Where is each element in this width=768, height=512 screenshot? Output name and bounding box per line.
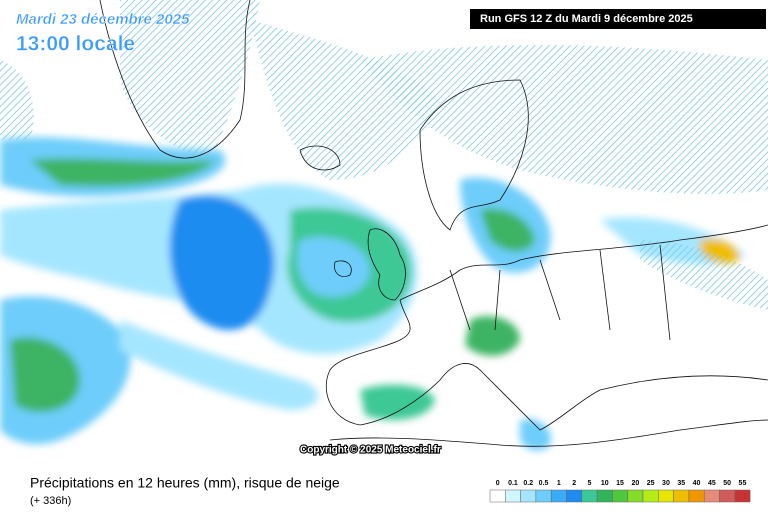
- coastline: [299, 145, 341, 171]
- legend-label: 0: [496, 480, 500, 487]
- legend: 0 0.1 0.2 0.5 1 2 5 10 15 20 25 30 35 40 45 50 55: [489, 480, 751, 503]
- legend-label: 2: [572, 480, 576, 487]
- forecast-time: 13:00 locale: [16, 33, 135, 56]
- legend-swatch: [505, 489, 521, 503]
- run-banner: [470, 9, 766, 29]
- legend-swatch: [673, 489, 690, 503]
- border: [449, 244, 671, 341]
- coastline: [419, 79, 529, 231]
- legend-swatch: [489, 489, 506, 503]
- footer-title: Précipitations en 12 heures (mm), risque…: [30, 475, 340, 491]
- forecast-lead: (+ 336h): [30, 495, 71, 507]
- legend-swatch: [520, 489, 537, 503]
- coastline: [333, 260, 352, 277]
- precipitation-field: [0, 137, 745, 451]
- legend-swatch: [627, 489, 644, 503]
- legend-swatch: [734, 489, 751, 503]
- precip-area: [120, 320, 319, 410]
- legend-label: 50: [723, 480, 731, 487]
- snow-risk-hatching: [0, 0, 768, 310]
- coastline: [367, 228, 406, 301]
- legend-label: 35: [677, 480, 685, 487]
- precip-area: [30, 158, 215, 187]
- precip-area: [10, 337, 80, 412]
- legend-swatch: [550, 489, 567, 503]
- legend-swatch: [581, 489, 598, 503]
- legend-label: 0.1: [508, 480, 518, 487]
- precip-area: [169, 195, 275, 330]
- precip-area: [360, 384, 435, 420]
- legend-label: 15: [616, 480, 624, 487]
- legend-label: 1: [557, 480, 561, 487]
- legend-label: 25: [647, 480, 655, 487]
- legend-label: 55: [739, 480, 747, 487]
- forecast-date: Mardi 23 décembre 2025: [16, 11, 190, 28]
- legend-label: 20: [631, 480, 639, 487]
- run-info: Run GFS 12 Z du Mardi 9 décembre 2025: [480, 13, 693, 25]
- snow-area: [0, 60, 34, 140]
- coastlines: [99, 0, 768, 447]
- legend-label: 30: [662, 480, 670, 487]
- coastline: [99, 0, 251, 159]
- legend-swatch: [719, 489, 736, 503]
- snow-area: [640, 240, 768, 310]
- coastline: [329, 419, 768, 447]
- legend-swatch: [566, 489, 583, 503]
- legend-label: 45: [708, 480, 716, 487]
- snow-area: [360, 45, 768, 194]
- legend-label: 0.2: [523, 480, 533, 487]
- precip-area: [520, 419, 551, 451]
- coastline: [399, 224, 768, 301]
- legend-swatch: [535, 489, 552, 503]
- precip-area: [297, 236, 370, 298]
- coastline: [326, 299, 768, 431]
- copyright: Copyright © 2025 Meteociel.fr: [300, 445, 441, 456]
- snow-area: [250, 20, 440, 180]
- precip-area: [465, 316, 520, 356]
- precip-area: [480, 208, 535, 252]
- legend-label: 0.5: [539, 480, 549, 487]
- legend-swatch: [703, 489, 720, 503]
- legend-swatch: [596, 489, 613, 503]
- legend-swatch: [612, 489, 628, 503]
- legend-swatch: [658, 489, 674, 503]
- legend-label: 10: [601, 480, 609, 487]
- legend-swatch: [688, 489, 705, 503]
- snow-area: [120, 0, 260, 160]
- legend-swatch: [642, 489, 659, 503]
- legend-label: 5: [587, 480, 591, 487]
- legend-label: 40: [693, 480, 701, 487]
